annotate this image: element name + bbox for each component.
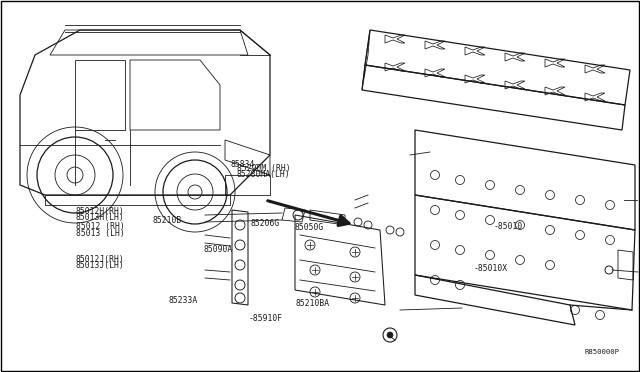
Text: 85013 (LH): 85013 (LH) <box>76 229 124 238</box>
Text: 85013J(LH): 85013J(LH) <box>76 261 124 270</box>
Text: 85012 (RH): 85012 (RH) <box>76 222 124 231</box>
Text: 85290M (RH): 85290M (RH) <box>237 164 291 173</box>
Text: 85233A: 85233A <box>168 296 198 305</box>
Text: -85010: -85010 <box>494 222 524 231</box>
Text: 85834-: 85834- <box>230 160 260 169</box>
Text: 85210B: 85210B <box>152 216 182 225</box>
Text: 85013H(LH): 85013H(LH) <box>76 213 124 222</box>
Text: 85210BA: 85210BA <box>296 299 330 308</box>
Text: R850000P: R850000P <box>584 349 620 355</box>
Text: -85010X: -85010X <box>474 264 508 273</box>
Circle shape <box>387 332 393 338</box>
Text: 85206G: 85206G <box>251 219 280 228</box>
Text: 85280MA(LH): 85280MA(LH) <box>237 170 291 179</box>
Text: 85012J(RH): 85012J(RH) <box>76 255 124 264</box>
Text: 85050G: 85050G <box>294 223 324 232</box>
Text: 85012H(RH): 85012H(RH) <box>76 207 124 216</box>
Text: 85090A: 85090A <box>204 246 233 254</box>
Text: -85910F: -85910F <box>248 314 282 323</box>
